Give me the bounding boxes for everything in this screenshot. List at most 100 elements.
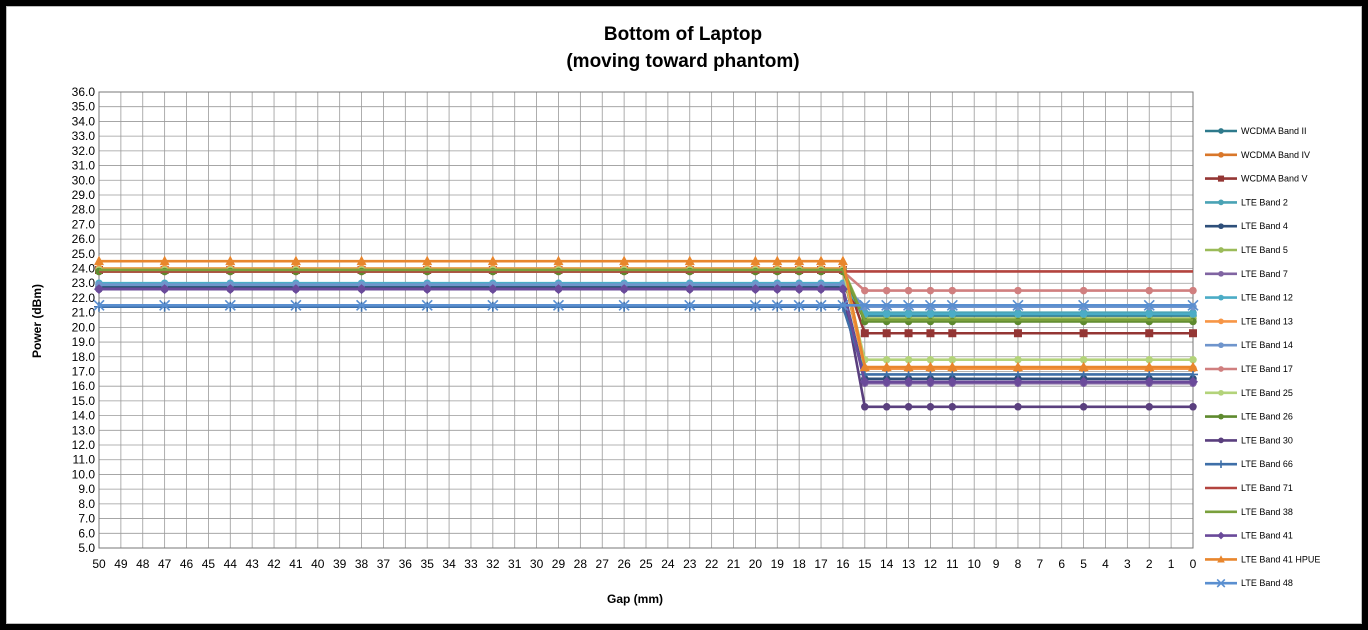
data-point [882, 310, 891, 318]
x-tick-label: 6 [1058, 557, 1065, 571]
x-tick-label: 29 [552, 557, 566, 571]
data-point [859, 376, 870, 387]
data-point [1079, 310, 1088, 318]
data-point [290, 301, 301, 312]
data-point [290, 255, 301, 266]
x-tick-label: 17 [814, 557, 828, 571]
x-tick-label: 11 [946, 557, 959, 571]
data-point [487, 284, 498, 295]
data-point [946, 299, 958, 311]
y-tick-label: 31.0 [72, 159, 96, 173]
legend-marker [1218, 294, 1224, 301]
data-point [881, 361, 892, 372]
data-point [816, 301, 827, 312]
data-point [925, 361, 936, 372]
data-point [881, 299, 893, 311]
series-lte-band-38 [99, 268, 1193, 322]
data-point [94, 284, 104, 295]
legend-marker [1217, 175, 1225, 182]
y-tick-label: 11.0 [73, 453, 96, 467]
data-point [816, 284, 827, 295]
data-point [94, 255, 104, 266]
data-point [948, 310, 957, 318]
legend-marker [1217, 460, 1225, 468]
data-point [619, 301, 630, 312]
x-tick-label: 5 [1080, 557, 1087, 571]
x-tick-label: 28 [574, 557, 588, 571]
x-tick-label: 24 [661, 557, 675, 571]
legend-marker [1218, 389, 1224, 396]
data-point [861, 403, 869, 411]
data-point [1188, 361, 1198, 372]
data-point [772, 284, 783, 295]
legend-marker [1218, 342, 1224, 349]
data-point [1014, 355, 1022, 364]
x-tick-label: 18 [792, 557, 806, 571]
data-point [926, 403, 935, 411]
series-lte-band-41 [94, 284, 1198, 387]
data-point [619, 255, 630, 266]
data-point [1079, 403, 1088, 411]
x-tick-label: 27 [596, 557, 610, 571]
x-tick-label: 44 [224, 557, 238, 571]
x-tick-label: 30 [530, 557, 544, 571]
x-axis-label: Gap (mm) [607, 592, 663, 606]
data-point [159, 301, 170, 312]
y-tick-label: 26.0 [72, 232, 96, 246]
data-point [1014, 403, 1022, 411]
legend-label: LTE Band 71 [1241, 483, 1293, 493]
data-point [924, 299, 937, 311]
data-point [881, 376, 892, 387]
legend-label: WCDMA Band II [1241, 126, 1307, 136]
data-point [947, 376, 958, 387]
legend-marker [1218, 318, 1224, 325]
x-tick-label: 19 [771, 557, 785, 571]
data-point [356, 255, 367, 266]
x-tick-label: 1 [1168, 557, 1175, 571]
data-point [837, 255, 848, 266]
data-point [882, 286, 891, 295]
data-point [159, 255, 170, 266]
data-point [903, 361, 914, 372]
data-point [815, 299, 827, 311]
chart-svg: Bottom of Laptop (moving toward phantom)… [30, 24, 1320, 606]
legend-label: LTE Band 48 [1241, 578, 1293, 588]
legend-label: LTE Band 2 [1241, 197, 1288, 207]
data-point [1012, 376, 1023, 387]
data-point [925, 376, 936, 387]
data-point [926, 286, 935, 295]
legend-marker [1218, 128, 1224, 134]
y-tick-label: 32.0 [72, 144, 96, 158]
data-point [926, 329, 935, 338]
x-tick-label: 16 [836, 557, 850, 571]
y-tick-label: 9.0 [78, 482, 95, 496]
legend-label: WCDMA Band V [1241, 174, 1308, 184]
data-point [837, 284, 848, 295]
data-point [1079, 329, 1088, 338]
data-point [421, 299, 433, 311]
x-tick-label: 36 [399, 557, 413, 571]
data-point [904, 355, 913, 364]
data-point [948, 355, 957, 364]
data-point [772, 255, 783, 266]
data-point [1189, 355, 1197, 364]
data-point [224, 299, 236, 311]
y-tick-label: 36.0 [72, 85, 96, 99]
data-point [553, 301, 564, 312]
series-line [99, 259, 1193, 369]
legend-label: LTE Band 12 [1241, 293, 1293, 303]
data-point [1187, 299, 1199, 311]
data-point [926, 310, 935, 318]
data-point [1012, 299, 1024, 311]
y-tick-label: 30.0 [72, 173, 96, 187]
legend-label: LTE Band 14 [1241, 340, 1293, 350]
data-point [1189, 403, 1197, 411]
data-point [1145, 329, 1154, 338]
legend-marker [1218, 366, 1224, 372]
legend-marker [1217, 531, 1225, 540]
y-tick-label: 7.0 [78, 512, 95, 526]
y-tick-label: 13.0 [72, 423, 96, 437]
x-tick-label: 47 [158, 557, 172, 571]
data-point [1189, 329, 1197, 338]
legend-label: LTE Band 26 [1241, 412, 1293, 422]
